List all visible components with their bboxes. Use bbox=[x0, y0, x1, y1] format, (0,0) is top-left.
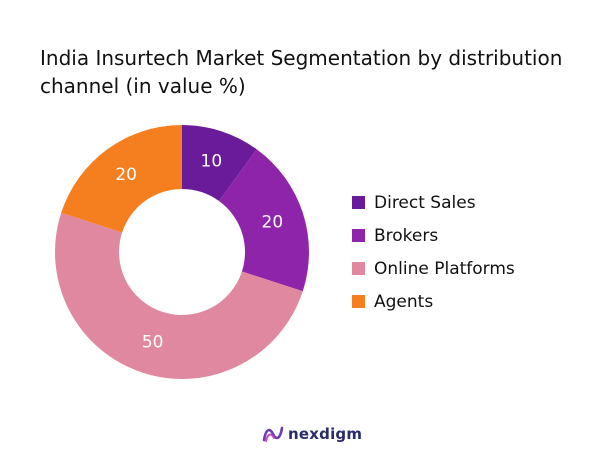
nexdigm-logo-icon bbox=[262, 426, 284, 442]
legend-label-brokers: Brokers bbox=[374, 225, 439, 246]
legend-swatch-agents bbox=[352, 295, 365, 308]
data-label-brokers: 20 bbox=[262, 213, 284, 233]
slice-online-platforms bbox=[55, 212, 303, 379]
legend-item-online-platforms: Online Platforms bbox=[352, 252, 592, 285]
chart-legend: Direct Sales Brokers Online Platforms Ag… bbox=[352, 186, 592, 318]
legend-label-direct-sales: Direct Sales bbox=[374, 192, 476, 213]
brand-footer: nexdigm bbox=[262, 424, 362, 444]
slice-agents bbox=[61, 125, 183, 233]
legend-swatch-direct-sales bbox=[352, 196, 365, 209]
chart-title: India Insurtech Market Segmentation by d… bbox=[40, 46, 563, 98]
donut-slices bbox=[55, 125, 309, 379]
donut-data-labels: 10 20 50 20 bbox=[115, 152, 283, 353]
brand-name: nexdigm bbox=[288, 425, 363, 443]
legend-item-direct-sales: Direct Sales bbox=[352, 186, 592, 219]
data-label-online-platforms: 50 bbox=[142, 332, 164, 352]
legend-swatch-online-platforms bbox=[352, 262, 365, 275]
slice-brokers bbox=[219, 149, 309, 292]
data-label-direct-sales: 10 bbox=[201, 152, 223, 172]
slice-direct-sales bbox=[182, 125, 257, 202]
legend-item-brokers: Brokers bbox=[352, 219, 592, 252]
data-label-agents: 20 bbox=[115, 165, 137, 185]
legend-item-agents: Agents bbox=[352, 285, 592, 318]
legend-label-online-platforms: Online Platforms bbox=[374, 258, 515, 279]
legend-swatch-brokers bbox=[352, 229, 365, 242]
legend-label-agents: Agents bbox=[374, 291, 434, 312]
